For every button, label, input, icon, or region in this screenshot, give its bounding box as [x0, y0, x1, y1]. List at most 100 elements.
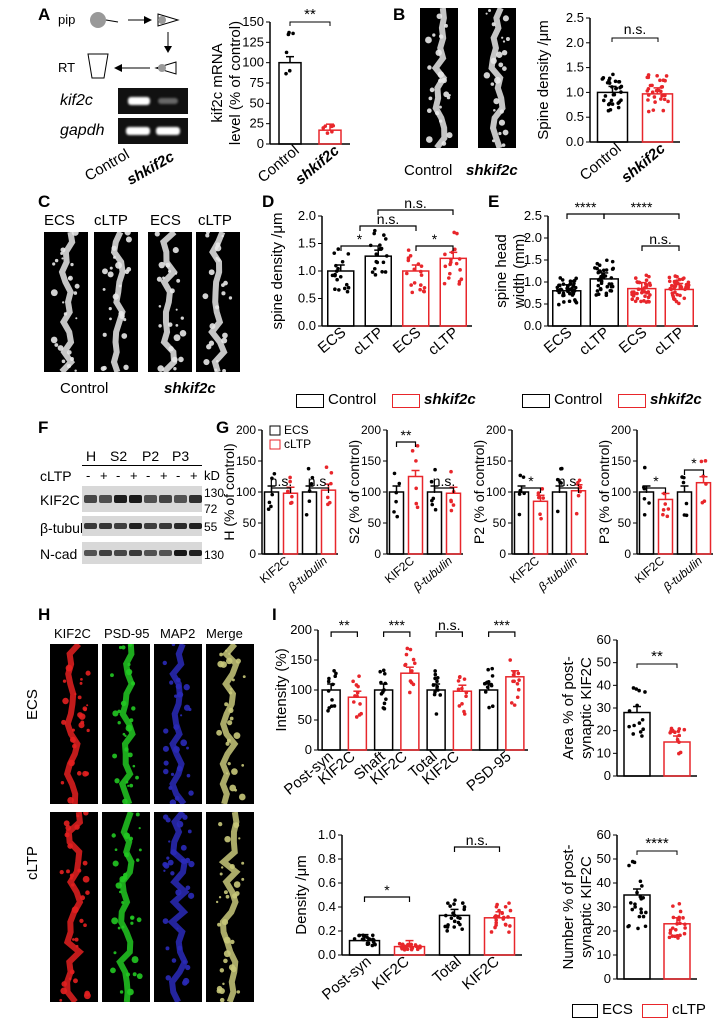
- data-point: [536, 491, 541, 495]
- micrograph-b-shkif2c: [478, 8, 516, 148]
- panel-letter-e: E: [488, 192, 500, 211]
- data-point: [490, 666, 494, 671]
- sig-label-1: ***: [389, 617, 406, 633]
- spine-puncta: [117, 709, 121, 714]
- data-point: [646, 109, 651, 114]
- sig-label-0: *: [528, 473, 534, 489]
- data-point: [379, 692, 384, 696]
- y-tick-label-3: 150: [361, 454, 381, 468]
- spine-puncta: [225, 772, 229, 775]
- spine-puncta: [176, 820, 184, 828]
- data-point: [325, 131, 330, 135]
- spine-puncta: [125, 780, 129, 784]
- spine-puncta: [435, 49, 442, 56]
- data-point: [272, 471, 277, 476]
- data-point: [668, 928, 673, 933]
- data-point: [512, 679, 516, 684]
- data-point: [269, 504, 273, 509]
- spine-puncta: [177, 691, 184, 698]
- spine-puncta: [114, 848, 118, 852]
- data-point: [682, 276, 686, 280]
- data-point: [496, 914, 500, 919]
- spine-puncta: [443, 91, 450, 98]
- spine-puncta: [117, 926, 121, 930]
- spine-puncta: [505, 37, 510, 42]
- data-point: [494, 904, 499, 909]
- panel-letter-b: B: [393, 5, 406, 24]
- data-point: [442, 281, 447, 286]
- data-point: [616, 105, 621, 110]
- y-tick-label-2: 100: [290, 682, 312, 697]
- legend-ecs: ECS cLTP: [572, 1000, 720, 1020]
- panel-letter-h: H: [38, 605, 51, 624]
- data-point: [289, 500, 294, 505]
- spine-puncta: [68, 276, 72, 280]
- data-point: [659, 97, 663, 101]
- data-point: [406, 942, 410, 947]
- y-tick-label-0: 0: [249, 547, 256, 561]
- data-point: [408, 253, 413, 258]
- data-point: [683, 926, 687, 930]
- spine-puncta: [219, 652, 223, 657]
- data-point: [383, 681, 388, 686]
- micrograph-h-cltp-kif2c: [50, 812, 98, 1002]
- bar-3: [664, 288, 694, 327]
- y-axis-label-1: synaptic KIF2C: [578, 856, 595, 958]
- y-tick-label-1: 50: [243, 516, 257, 530]
- spine-puncta: [74, 369, 77, 372]
- y-tick-label-2: 100: [486, 485, 506, 499]
- data-point: [409, 942, 414, 947]
- data-point: [330, 682, 335, 687]
- data-point: [611, 72, 615, 77]
- spine-puncta: [83, 923, 87, 928]
- data-point: [362, 934, 367, 938]
- blot-band: [159, 495, 172, 503]
- spine-puncta: [71, 906, 79, 914]
- column-merge: Merge: [206, 626, 243, 641]
- y-tick-label-1: 50: [298, 712, 312, 727]
- sign-7: -: [176, 468, 181, 483]
- spine-puncta: [73, 978, 78, 984]
- spine-puncta: [61, 981, 68, 987]
- data-point: [394, 490, 399, 495]
- sig-bracket-2: [415, 245, 454, 251]
- data-point: [644, 300, 649, 304]
- data-point: [361, 937, 366, 942]
- data-point: [665, 514, 670, 519]
- data-point: [337, 288, 341, 292]
- dendrite-texture: [162, 812, 195, 1002]
- data-point: [699, 459, 704, 464]
- blot-band: [144, 495, 157, 503]
- spine-puncta: [171, 356, 178, 363]
- data-point: [395, 514, 400, 519]
- data-point: [430, 502, 435, 507]
- data-point: [392, 471, 397, 476]
- data-point: [601, 98, 606, 103]
- blot-band: [189, 523, 202, 529]
- legend-text-g-cltp: cLTP: [284, 437, 311, 451]
- spine-puncta: [174, 272, 178, 275]
- category-label-1: cLTP: [576, 324, 613, 359]
- data-point: [576, 480, 580, 485]
- data-point: [596, 278, 601, 282]
- spine-puncta: [223, 280, 228, 286]
- data-point: [333, 287, 337, 292]
- spine-puncta: [113, 951, 117, 955]
- spine-puncta: [490, 57, 497, 65]
- spine-puncta: [82, 706, 88, 711]
- spine-puncta: [502, 15, 509, 22]
- data-point: [370, 270, 375, 274]
- data-point: [538, 512, 542, 516]
- dendrite-shaft: [58, 232, 76, 372]
- data-point: [677, 915, 681, 920]
- spine-puncta: [74, 937, 79, 942]
- spine-puncta: [238, 837, 241, 840]
- data-point: [660, 94, 664, 98]
- blot-band: [144, 523, 157, 529]
- sign-row: - + - + - + - +: [82, 468, 206, 484]
- data-point: [670, 728, 675, 733]
- y-tick-label-3: 30: [597, 700, 611, 715]
- spine-puncta: [129, 783, 134, 788]
- spine-puncta: [236, 990, 241, 994]
- data-point: [603, 274, 608, 278]
